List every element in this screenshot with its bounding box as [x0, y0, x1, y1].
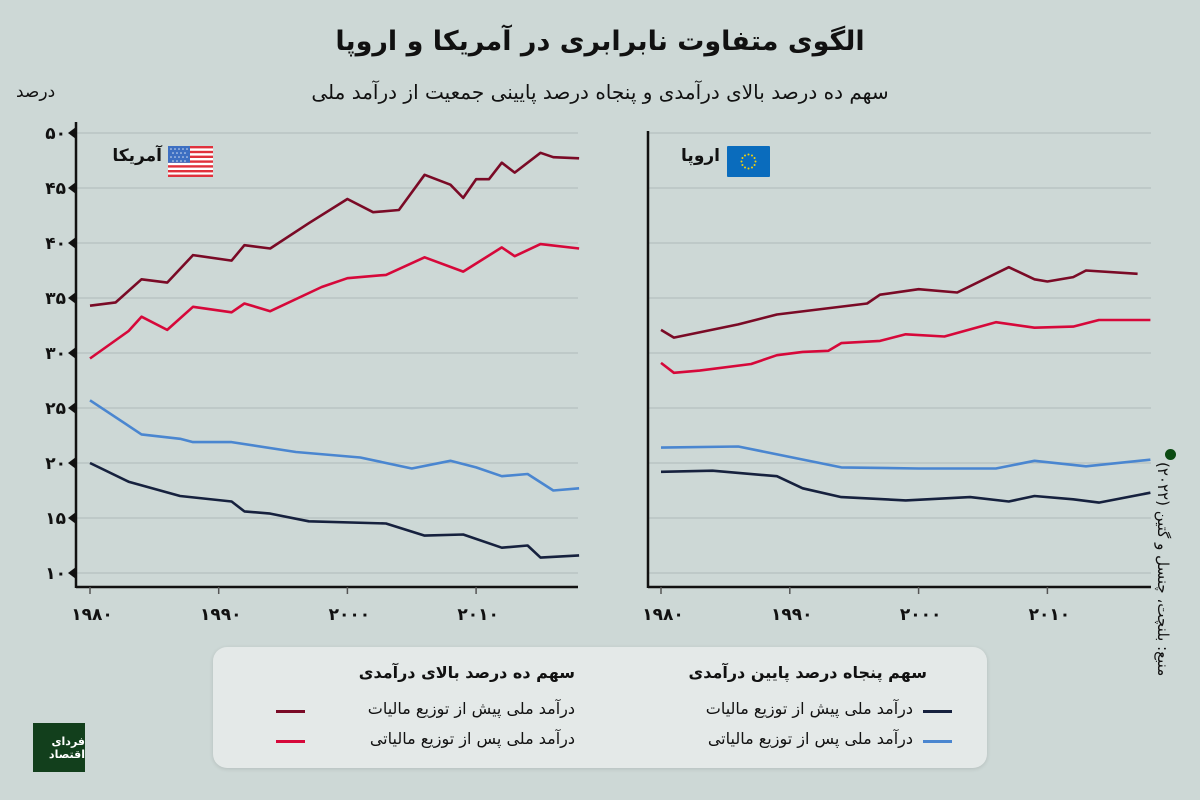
europe-panel-title: اروپا: [681, 146, 720, 166]
legend-swatch-bottom50-pretax: [923, 710, 952, 713]
us-y-tick-label: ۳۰: [45, 344, 66, 364]
europe-x-tick-label: ۱۹۸۰: [642, 605, 684, 625]
europe-x-tick-label: ۲۰۱۰: [1029, 605, 1071, 625]
us-y-tick: [68, 457, 76, 469]
europe-series-line-2: [660, 445, 1151, 470]
legend-item-label: درآمد ملی پس از توزیع مالیاتی: [369, 729, 575, 748]
chart-title: الگوی متفاوت نابرابری در آمریکا و اروپا: [335, 26, 865, 57]
legend-item-label: درآمد ملی پس از توزیع مالیاتی: [707, 729, 913, 748]
chart-subtitle: سهم ده درصد بالای درآمدی و پنجاه درصد پا…: [311, 80, 889, 104]
europe-series-line-1: [660, 318, 1151, 375]
legend-item-label: درآمد ملی پیش از توزیع مالیات: [705, 699, 913, 718]
us-y-tick-label: ۵۰: [45, 124, 66, 144]
us-y-tick: [68, 127, 76, 139]
us-y-tick-label: ۴۵: [45, 179, 66, 199]
us-series-line-2: [89, 399, 580, 492]
us-y-tick-label: ۲۵: [45, 399, 66, 419]
us-x-tick-label: ۲۰۱۰: [457, 605, 499, 625]
legend-item-label: درآمد ملی پیش از توزیع مالیات: [367, 699, 575, 718]
us-y-tick-label: ۲۰: [45, 454, 66, 474]
eu-flag-icon: [727, 146, 770, 177]
y-axis-unit: درصد: [16, 82, 56, 102]
us-x-tick-label: ۱۹۸۰: [71, 605, 113, 625]
us-panel-title: آمریکا: [112, 146, 162, 166]
us-flag-icon: [168, 146, 213, 177]
legend-swatch-top10-posttax: [276, 740, 305, 743]
europe-x-tick-label: ۱۹۹۰: [771, 605, 813, 625]
europe-series-line-3: [660, 469, 1151, 504]
legend: سهم پنجاه درصد پایین درآمدی درآمد ملی پی…: [213, 647, 987, 768]
us-y-tick: [68, 402, 76, 414]
us-series-line-1: [89, 242, 580, 360]
us-y-tick-label: ۳۵: [45, 289, 66, 309]
us-y-tick: [68, 237, 76, 249]
brand-logo: فردای اقتصاد: [33, 723, 85, 772]
us-y-tick: [68, 567, 76, 579]
us-y-tick-label: ۱۰: [45, 564, 66, 584]
source-note: منبع: بلنچت، چنسل و گتین (۲۰۲۲): [1154, 462, 1172, 677]
legend-swatch-top10-pretax: [276, 710, 305, 713]
us-y-tick-label: ۱۵: [45, 509, 66, 529]
us-y-tick: [68, 347, 76, 359]
legend-group-bottom50-title: سهم پنجاه درصد پایین درآمدی: [688, 663, 927, 682]
us-y-tick: [68, 512, 76, 524]
us-series-line-0: [89, 151, 580, 307]
us-y-tick: [68, 182, 76, 194]
source-bullet-icon: [1165, 449, 1176, 460]
legend-swatch-bottom50-posttax: [923, 740, 952, 743]
us-y-tick-label: ۴۰: [45, 234, 66, 254]
us-series-line-3: [89, 461, 580, 559]
logo-text: فردای اقتصاد: [48, 734, 85, 761]
us-x-tick-label: ۱۹۹۰: [200, 605, 242, 625]
legend-group-top10-title: سهم ده درصد بالای درآمدی: [358, 663, 575, 682]
europe-x-tick-label: ۲۰۰۰: [900, 605, 942, 625]
europe-series-line-0: [660, 265, 1138, 339]
us-x-tick-label: ۲۰۰۰: [329, 605, 371, 625]
us-y-tick: [68, 292, 76, 304]
